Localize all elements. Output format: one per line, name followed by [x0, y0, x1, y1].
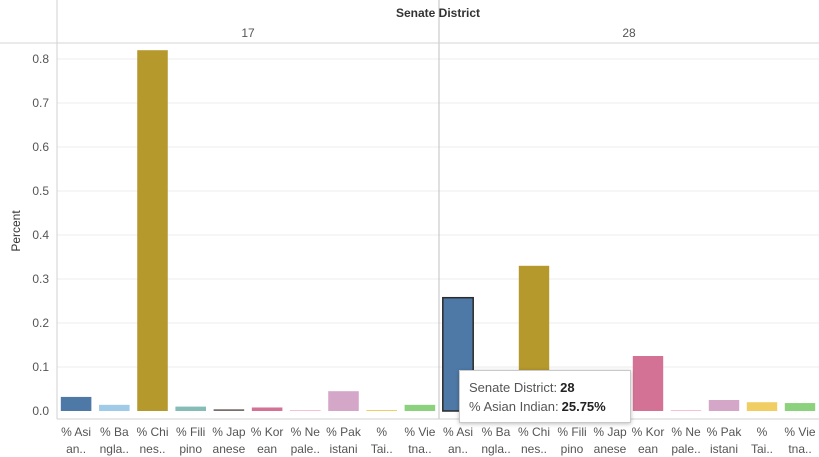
x-tick-label: % Pak — [707, 425, 743, 439]
x-tick-label: ean — [257, 442, 277, 456]
x-tick-label: istani — [329, 442, 357, 456]
x-tick-label: an.. — [448, 442, 468, 456]
x-tick-label: % Asi — [443, 425, 473, 439]
panel-header-17: 17 — [241, 26, 255, 40]
tooltip-district-value: 28 — [560, 380, 575, 395]
bar-17-9[interactable] — [366, 410, 397, 411]
y-tick-label: 0.1 — [32, 360, 49, 374]
x-tick-label: % Fili — [557, 425, 586, 439]
x-tick-label: % Jap — [593, 425, 627, 439]
x-tick-label: nes.. — [521, 442, 547, 456]
x-tick-label: % Fili — [176, 425, 205, 439]
x-tick-label: % — [376, 425, 387, 439]
x-tick-label: % Chi — [136, 425, 168, 439]
bar-28-10[interactable] — [784, 403, 816, 411]
x-tick-label: pale.. — [671, 442, 700, 456]
x-tick-label: istani — [710, 442, 738, 456]
x-tick-label: ngla.. — [100, 442, 129, 456]
tooltip-measure-row: % Asian Indian: 25.75% — [469, 397, 621, 416]
bar-17-10[interactable] — [404, 404, 436, 411]
bar-28-8[interactable] — [708, 400, 740, 411]
panel-header-28: 28 — [622, 26, 636, 40]
y-tick-label: 0.5 — [32, 184, 49, 198]
y-tick-label: 0.8 — [32, 52, 49, 66]
y-tick-label: 0.7 — [32, 96, 49, 110]
x-tick-label: ngla.. — [481, 442, 510, 456]
x-tick-label: % Jap — [212, 425, 246, 439]
bar-17-7[interactable] — [290, 410, 321, 411]
x-tick-label: tna.. — [408, 442, 431, 456]
x-tick-label: % Ba — [482, 425, 511, 439]
tooltip-district-label: Senate District: — [469, 380, 558, 395]
y-tick-label: 0.3 — [32, 272, 49, 286]
x-tick-label: % Vie — [404, 425, 435, 439]
y-tick-label: 0.4 — [32, 228, 49, 242]
x-tick-label: % Chi — [518, 425, 550, 439]
x-tick-label: % Kor — [251, 425, 284, 439]
bar-17-2[interactable] — [99, 404, 130, 411]
x-tick-label: pino — [179, 442, 202, 456]
x-tick-label: % Ba — [100, 425, 129, 439]
bar-17-4[interactable] — [175, 406, 206, 411]
x-tick-label: tna.. — [788, 442, 811, 456]
tooltip-measure-label: % Asian Indian: — [469, 399, 559, 414]
x-tick-label: % Vie — [784, 425, 815, 439]
tooltip: Senate District: 28 % Asian Indian: 25.75% — [459, 370, 631, 423]
bar-17-8[interactable] — [328, 391, 359, 411]
y-tick-label: 0.6 — [32, 140, 49, 154]
x-tick-label: % — [757, 425, 768, 439]
x-tick-label: % Pak — [326, 425, 362, 439]
x-tick-label: Tai.. — [371, 442, 393, 456]
bar-17-6[interactable] — [251, 407, 283, 411]
x-tick-label: Tai.. — [751, 442, 773, 456]
tooltip-measure-value: 25.75% — [561, 399, 606, 414]
bar-17-3[interactable] — [137, 50, 168, 411]
tooltip-district-row: Senate District: 28 — [469, 378, 621, 397]
x-tick-label: % Kor — [632, 425, 665, 439]
bar-28-6[interactable] — [632, 356, 664, 411]
x-tick-label: % Ne — [291, 425, 321, 439]
x-tick-label: % Ne — [671, 425, 701, 439]
x-tick-label: anese — [594, 442, 627, 456]
x-tick-label: pale.. — [291, 442, 320, 456]
x-tick-label: % Asi — [61, 425, 91, 439]
bar-28-9[interactable] — [746, 402, 778, 411]
y-tick-label: 0.0 — [32, 404, 49, 418]
bar-17-5[interactable] — [213, 409, 245, 411]
y-tick-label: 0.2 — [32, 316, 49, 330]
x-tick-label: nes.. — [139, 442, 165, 456]
bar-17-1[interactable] — [60, 396, 92, 411]
y-axis-label: Percent — [9, 210, 23, 252]
column-header: Senate District — [396, 6, 480, 20]
bar-28-7[interactable] — [670, 410, 702, 411]
x-tick-label: ean — [638, 442, 658, 456]
x-tick-label: anese — [213, 442, 246, 456]
x-tick-label: an.. — [66, 442, 86, 456]
x-tick-label: pino — [561, 442, 584, 456]
